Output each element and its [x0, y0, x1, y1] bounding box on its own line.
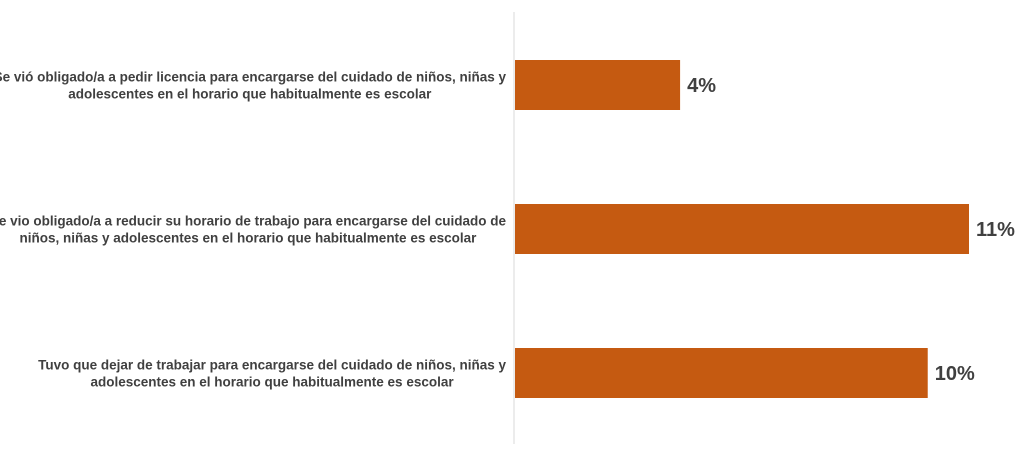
category-label-3-line-1: Tuvo que dejar de trabajar para encargar…: [38, 358, 506, 373]
category-label-1: Se vió obligado/a a pedir licencia para …: [0, 70, 506, 102]
category-label-1-line-1: Se vió obligado/a a pedir licencia para …: [0, 70, 506, 85]
data-label-3: 10%: [935, 363, 975, 385]
category-label-1-line-2: adolescentes en el horario que habitualm…: [68, 87, 432, 102]
data-label-2: 11%: [976, 219, 1015, 241]
category-label-2-line-1: Se vio obligado/a a reducir su horario d…: [0, 214, 506, 229]
bar-2: [515, 204, 969, 254]
bar-3: [515, 348, 928, 398]
category-label-2-line-2: niños, niñas y adolescentes en el horari…: [19, 231, 477, 246]
bar-1: [515, 60, 681, 110]
data-label-1: 4%: [687, 75, 716, 97]
category-label-2: Se vio obligado/a a reducir su horario d…: [0, 214, 506, 246]
category-label-3: Tuvo que dejar de trabajar para encargar…: [38, 358, 506, 390]
category-label-3-line-2: adolescentes en el horario que habitualm…: [90, 375, 454, 390]
